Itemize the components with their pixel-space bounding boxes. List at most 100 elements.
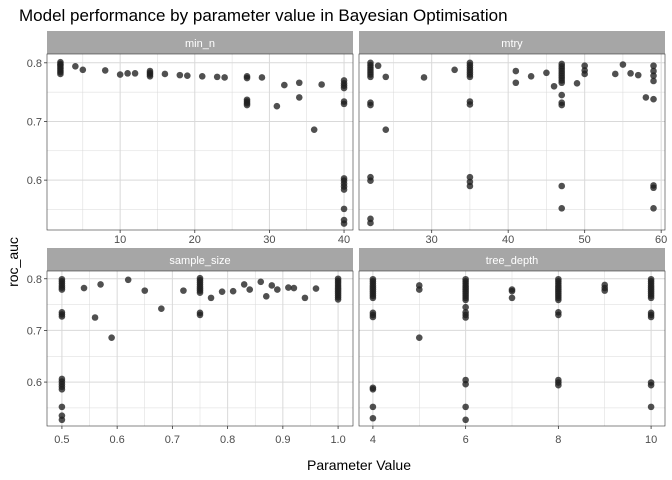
facet-strip (47, 31, 353, 54)
data-point (555, 311, 562, 319)
facet-strip (359, 31, 665, 54)
x-tick-label: 40 (502, 234, 514, 246)
data-point (198, 72, 206, 80)
data-point (650, 67, 657, 75)
data-point (512, 67, 520, 75)
data-point (581, 70, 588, 78)
data-point (462, 380, 469, 388)
data-point (466, 101, 474, 108)
data-point (340, 100, 348, 108)
y-tick-label: 0.6 (27, 175, 42, 187)
facet-panel-sample_size: sample_size 0.5 0.6 0.7 0.8 0.9 1.0 0.6 0.7 0.8 (27, 248, 354, 446)
data-point (131, 70, 139, 77)
data-point (462, 296, 469, 304)
data-point (650, 62, 657, 70)
data-point (647, 313, 655, 321)
data-point (72, 63, 79, 70)
x-tick-label: 20 (189, 234, 201, 246)
panel-border (358, 53, 666, 231)
data-point (367, 73, 374, 81)
data-point (367, 101, 374, 109)
data-point (340, 220, 348, 227)
x-tick-label: 0.9 (275, 434, 290, 446)
data-point (240, 281, 248, 288)
data-point (369, 313, 377, 321)
panel-border (358, 270, 666, 427)
data-point (116, 71, 124, 78)
data-point (229, 287, 237, 295)
x-tick-label: 0.8 (220, 434, 235, 446)
data-point (462, 303, 469, 311)
data-point (340, 205, 348, 213)
data-point (601, 287, 609, 294)
data-point (79, 66, 87, 74)
data-point (415, 334, 423, 341)
data-point (108, 334, 115, 341)
data-point (274, 286, 281, 293)
x-tick-label: 0.6 (109, 434, 124, 446)
data-point (374, 62, 382, 70)
data-point (57, 70, 64, 78)
x-axis-title: Parameter Value (307, 457, 411, 473)
data-point (650, 72, 657, 80)
x-tick-label: 30 (263, 234, 275, 246)
x-tick-label: 0.5 (54, 434, 69, 446)
data-point (58, 403, 66, 411)
chart-title: Model performance by parameter value in … (19, 6, 508, 25)
data-point (273, 102, 281, 110)
data-point (558, 101, 566, 109)
data-point (221, 74, 228, 81)
data-point (312, 285, 320, 292)
data-point (97, 281, 104, 288)
y-tick-label: 0.7 (27, 116, 42, 128)
data-point (462, 416, 469, 424)
data-point (196, 311, 204, 319)
y-tick-label: 0.8 (27, 274, 42, 286)
data-point (558, 204, 566, 212)
data-point (141, 287, 149, 294)
y-tick-label: 0.7 (27, 325, 42, 337)
data-point (369, 294, 377, 302)
data-point (650, 95, 657, 103)
x-tick-label: 0.7 (165, 434, 180, 446)
data-point (310, 126, 318, 133)
data-point (555, 381, 562, 389)
data-point (508, 294, 516, 302)
data-point (268, 282, 276, 289)
data-point (80, 284, 88, 292)
data-point (301, 294, 309, 302)
panel-border (46, 270, 354, 427)
data-point (243, 74, 251, 82)
data-point (367, 219, 374, 227)
data-point (295, 79, 303, 87)
data-point (340, 84, 348, 92)
data-point (462, 403, 469, 411)
data-point (508, 287, 516, 295)
facet-panel-tree_depth: tree_depth 4 6 8 10 (358, 248, 666, 446)
data-point (196, 289, 204, 297)
data-point (451, 66, 458, 74)
x-tick-label: 6 (463, 434, 469, 446)
y-axis-title: roc_auc (5, 237, 21, 287)
data-point (634, 71, 642, 79)
data-point (281, 81, 288, 89)
data-point (650, 204, 657, 212)
x-tick-label: 1.0 (330, 434, 345, 446)
data-point (176, 71, 184, 79)
data-point (369, 386, 377, 393)
data-point (257, 278, 265, 286)
data-point (619, 61, 627, 68)
facet-panel-mtry: mtry 30 40 50 60 (358, 31, 667, 246)
data-point (647, 381, 655, 389)
data-point (527, 72, 535, 80)
data-point (101, 67, 109, 74)
panel-border (46, 53, 354, 231)
data-point (207, 294, 215, 302)
data-point (218, 288, 226, 295)
data-point (158, 305, 165, 313)
data-point (627, 70, 634, 77)
data-point (369, 414, 377, 422)
facet-panel-min_n: min_n 10 20 30 40 0.6 0.7 0.8 (27, 31, 354, 246)
data-point (184, 72, 191, 80)
x-tick-label: 10 (114, 234, 126, 246)
